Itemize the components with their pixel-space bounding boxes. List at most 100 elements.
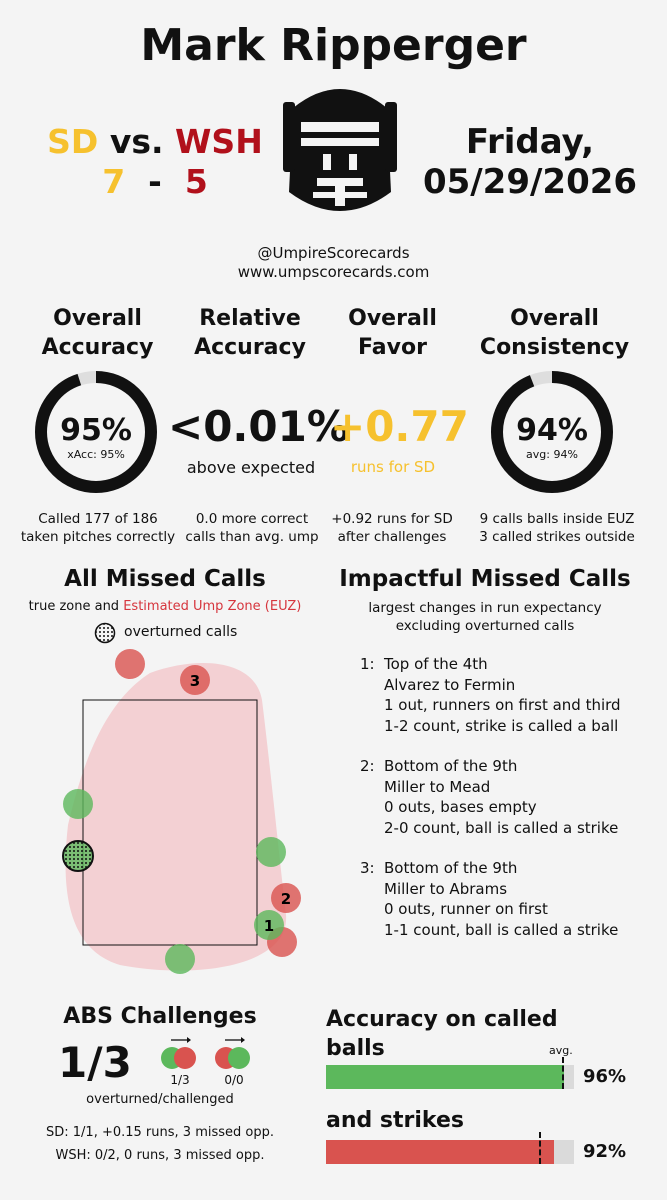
abs-wsh-line: WSH: 0/2, 0 runs, 3 missed opp. — [55, 1148, 265, 1163]
missed-call-marker — [180, 665, 210, 695]
impactful-item-matchup: Alvarez to Fermin — [384, 675, 516, 694]
impactful-item-call: 1-2 count, strike is called a ball — [384, 716, 619, 735]
consistency-heading-2: Consistency — [479, 335, 630, 360]
impactful-item-call: 1-1 count, ball is called a strike — [384, 920, 619, 939]
twitter-handle: @UmpireScorecards — [257, 244, 410, 262]
relative-heading-2: Accuracy — [194, 335, 306, 360]
abs-overall: 1/3 — [58, 1038, 132, 1087]
bars-title-1: Accuracy on called — [326, 1007, 558, 1032]
consistency-value: 94% — [516, 413, 588, 448]
consistency-heading: Overall Consistency — [467, 304, 642, 362]
accuracy-ring-fill — [35, 371, 157, 493]
favor-sub: runs for SD — [350, 458, 436, 476]
consistency-note-2: 3 called strikes outside — [479, 529, 635, 545]
accuracy-heading-2: Accuracy — [41, 335, 154, 360]
missed-call-label: 2 — [281, 890, 291, 908]
missed-calls-subtitle: true zone and Estimated Ump Zone (EUZ) — [0, 599, 330, 614]
relative-note: 0.0 more correct calls than avg. ump — [178, 510, 326, 546]
relative-heading-1: Relative — [199, 306, 301, 331]
relative-note-1: 0.0 more correct — [195, 511, 309, 527]
challenge-icons — [161, 1037, 250, 1069]
impactful-item-call: 2-0 count, ball is called a strike — [384, 818, 619, 837]
balls-bar-track — [326, 1057, 574, 1089]
relative-note-2: calls than avg. ump — [185, 529, 319, 545]
accuracy-xacc: xAcc: 95% — [67, 448, 125, 461]
missed-call-marker — [115, 649, 145, 679]
missed-calls-subtitle-a: true zone and — [28, 599, 124, 614]
umpire-mask-icon — [283, 89, 397, 211]
consistency-note: 9 calls balls inside EUZ 3 called strike… — [462, 510, 652, 546]
missed-call-marker — [256, 837, 286, 867]
impactful-item-number: 1: — [360, 655, 375, 673]
impactful-item-2: 2: Bottom of the 9th Miller to Mead 0 ou… — [360, 756, 660, 838]
impactful-item-number: 3: — [360, 859, 375, 877]
impactful-item-inning: Bottom of the 9th — [384, 757, 518, 775]
consistency-ring — [491, 371, 613, 493]
bars-title-2: balls — [326, 1036, 385, 1061]
relative-value: <0.01% — [168, 402, 349, 451]
missed-call-marker — [165, 944, 195, 974]
impactful-subtitle-1: largest changes in run expectancy — [368, 600, 602, 616]
accuracy-note-1: Called 177 of 186 — [38, 511, 158, 527]
accuracy-heading: Overall Accuracy — [15, 304, 180, 362]
score-dash: - — [148, 162, 162, 201]
true-zone-rect — [82, 699, 258, 946]
home-score: 5 — [184, 162, 208, 201]
consistency-heading-1: Overall — [510, 306, 599, 331]
impactful-item-inning: Top of the 4th — [384, 655, 488, 673]
missed-call-marker — [254, 910, 284, 940]
strikes-avg-marker — [539, 1132, 542, 1164]
abs-caption: overturned/challenged — [86, 1092, 234, 1107]
impactful-subtitle-2: excluding overturned calls — [395, 618, 575, 634]
favor-heading-1: Overall — [348, 306, 437, 331]
date-value: 05/29/2026 — [422, 162, 638, 202]
impactful-item-matchup: Miller to Mead — [384, 777, 491, 796]
strikes-bar-fill — [326, 1140, 555, 1164]
consistency-ring-fill — [491, 371, 613, 493]
impactful-title: Impactful Missed Calls — [339, 566, 631, 592]
social-block: @UmpireScorecards www.umpscorecards.com — [0, 244, 667, 282]
vs-label: vs. — [109, 122, 164, 161]
impactful-item-situation: 1 out, runners on first and third — [384, 696, 621, 714]
accuracy-ring — [35, 371, 157, 493]
abs-sd-line: SD: 1/1, +0.15 runs, 3 missed opp. — [46, 1125, 274, 1140]
impactful-item-3: 3: Bottom of the 9th Miller to Abrams 0 … — [360, 858, 660, 940]
date-weekday: Friday, — [465, 122, 595, 162]
consistency-avg: avg: 94% — [526, 448, 578, 461]
challenge-ball-label: 1/3 — [170, 1073, 190, 1087]
missed-call-label: 3 — [190, 672, 200, 690]
balls-bar-fill — [326, 1065, 565, 1089]
strikes-title: and strikes — [326, 1108, 464, 1133]
missed-call-marker — [271, 883, 301, 913]
overturned-legend-label: overturned calls — [124, 624, 238, 640]
favor-heading: Overall Favor — [325, 304, 460, 362]
relative-sub: above expected — [186, 458, 316, 477]
missed-calls-title: All Missed Calls — [64, 566, 266, 592]
impactful-item-number: 2: — [360, 757, 375, 775]
bars-title: Accuracy on called balls — [326, 1005, 626, 1063]
relative-heading: Relative Accuracy — [175, 304, 325, 362]
challenge-strike-label: 0/0 — [224, 1073, 244, 1087]
impactful-item-situation: 0 outs, runner on first — [384, 900, 548, 918]
home-team: WSH — [175, 122, 263, 161]
website-link[interactable]: www.umpscorecards.com — [237, 263, 430, 281]
favor-note-1: +0.92 runs for SD — [331, 511, 453, 527]
impactful-item-situation: 0 outs, bases empty — [384, 798, 537, 816]
balls-avg-marker — [561, 1057, 564, 1089]
missed-calls-subtitle-b: Estimated Ump Zone (EUZ) — [123, 599, 302, 614]
favor-heading-2: Favor — [358, 335, 427, 360]
accuracy-heading-1: Overall — [53, 306, 142, 331]
impactful-item-1: 1: Top of the 4th Alvarez to Fermin 1 ou… — [360, 654, 660, 736]
missed-call-marker — [63, 789, 93, 819]
balls-value: 96% — [583, 1066, 627, 1087]
impactful-item-matchup: Miller to Abrams — [384, 879, 508, 898]
strike-zone-plot: 3 2 1 — [62, 649, 301, 974]
consistency-note-1: 9 calls balls inside EUZ — [479, 511, 635, 527]
away-score: 7 — [102, 162, 126, 201]
strike-icon — [174, 1047, 196, 1069]
overturned-legend-icon — [94, 622, 116, 644]
accuracy-note-2: taken pitches correctly — [20, 529, 176, 545]
ball-icon — [228, 1047, 250, 1069]
impactful-subtitle: largest changes in run expectancy exclud… — [315, 599, 655, 635]
away-team: SD — [47, 122, 99, 161]
